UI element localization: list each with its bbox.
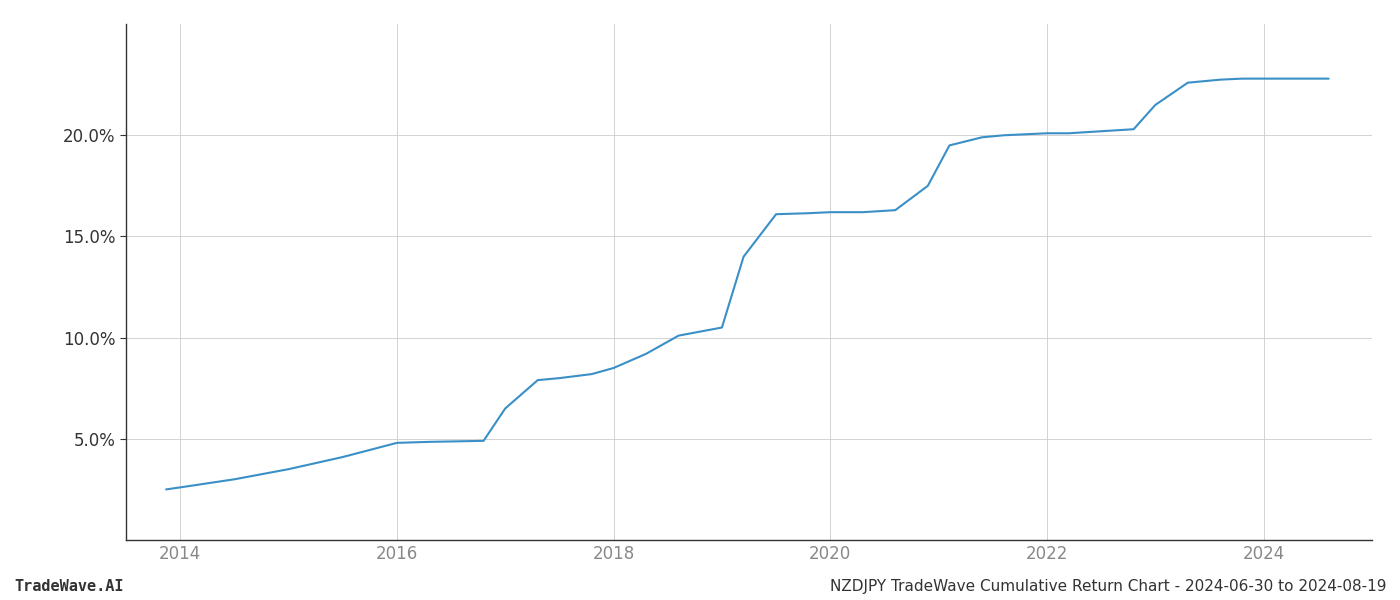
- Text: NZDJPY TradeWave Cumulative Return Chart - 2024-06-30 to 2024-08-19: NZDJPY TradeWave Cumulative Return Chart…: [829, 579, 1386, 594]
- Text: TradeWave.AI: TradeWave.AI: [14, 579, 123, 594]
